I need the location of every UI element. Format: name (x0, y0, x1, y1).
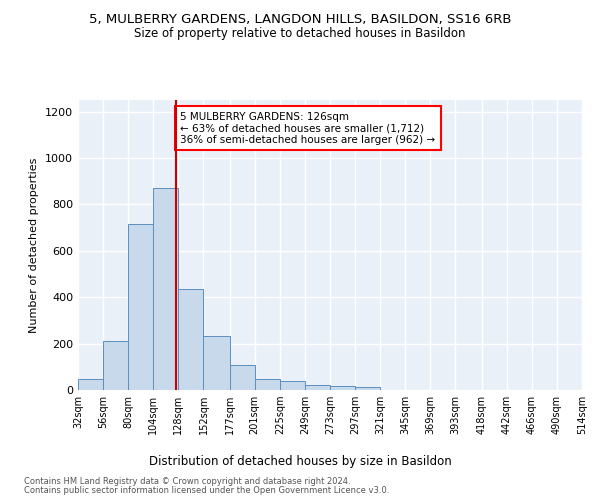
Bar (305, 386, 330, 390)
Bar (103, 340, 128, 390)
Text: Distribution of detached houses by size in Basildon: Distribution of detached houses by size … (149, 454, 451, 468)
Bar (178, 289, 203, 390)
Bar (280, 380, 305, 390)
Text: Contains public sector information licensed under the Open Government Licence v3: Contains public sector information licen… (24, 486, 389, 495)
Bar (330, 386, 355, 390)
Text: Size of property relative to detached houses in Basildon: Size of property relative to detached ho… (134, 28, 466, 40)
Y-axis label: Number of detached properties: Number of detached properties (29, 158, 40, 332)
Bar (78, 379, 103, 390)
Bar (255, 379, 280, 390)
Bar (203, 336, 230, 390)
Text: 5, MULBERRY GARDENS, LANGDON HILLS, BASILDON, SS16 6RB: 5, MULBERRY GARDENS, LANGDON HILLS, BASI… (89, 12, 511, 26)
Bar (355, 387, 380, 390)
Text: Contains HM Land Registry data © Crown copyright and database right 2024.: Contains HM Land Registry data © Crown c… (24, 477, 350, 486)
Bar (230, 366, 255, 390)
Bar (128, 224, 153, 390)
Bar (153, 188, 178, 390)
Text: 5 MULBERRY GARDENS: 126sqm
← 63% of detached houses are smaller (1,712)
36% of s: 5 MULBERRY GARDENS: 126sqm ← 63% of deta… (181, 112, 436, 145)
